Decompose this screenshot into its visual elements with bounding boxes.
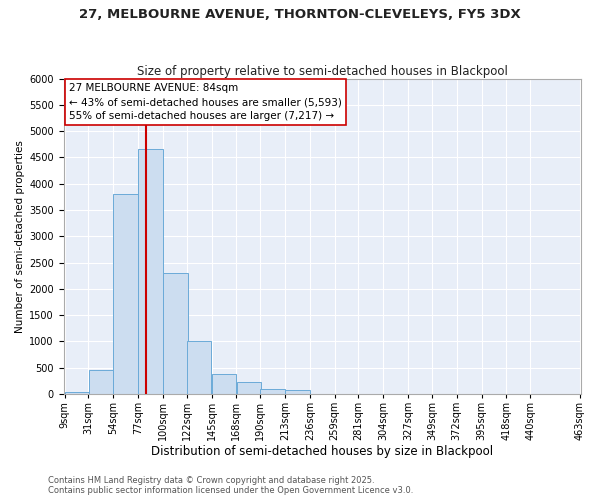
Bar [187,342,211,394]
Bar [285,390,310,394]
Bar [236,382,261,394]
Y-axis label: Number of semi-detached properties: Number of semi-detached properties [15,140,25,332]
Text: Contains HM Land Registry data © Crown copyright and database right 2025.
Contai: Contains HM Land Registry data © Crown c… [48,476,413,495]
Bar [89,370,113,394]
Bar [260,389,285,394]
Bar [139,150,163,394]
Bar [163,273,188,394]
Text: 27, MELBOURNE AVENUE, THORNTON-CLEVELEYS, FY5 3DX: 27, MELBOURNE AVENUE, THORNTON-CLEVELEYS… [79,8,521,20]
Text: 27 MELBOURNE AVENUE: 84sqm
← 43% of semi-detached houses are smaller (5,593)
55%: 27 MELBOURNE AVENUE: 84sqm ← 43% of semi… [69,83,341,121]
Title: Size of property relative to semi-detached houses in Blackpool: Size of property relative to semi-detach… [137,66,508,78]
Bar [113,194,138,394]
Bar [65,392,89,394]
Bar [212,374,236,394]
X-axis label: Distribution of semi-detached houses by size in Blackpool: Distribution of semi-detached houses by … [151,444,493,458]
